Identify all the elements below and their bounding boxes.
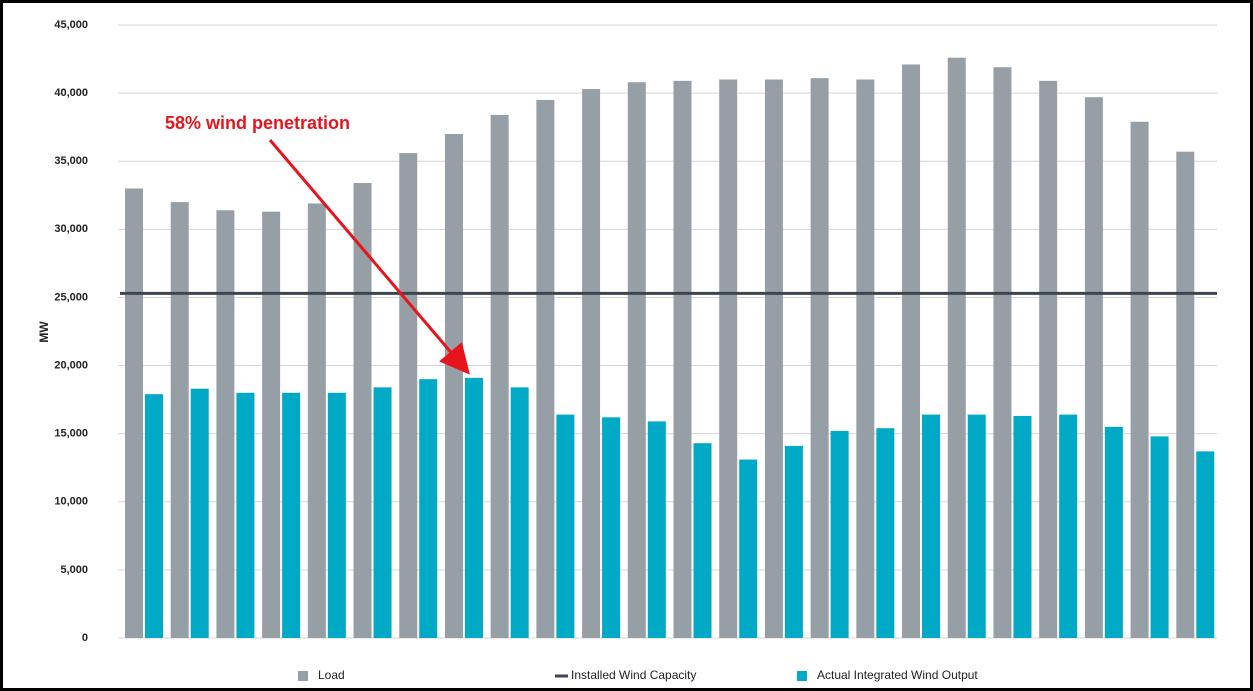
bar [830, 430, 849, 638]
bar [784, 445, 803, 638]
y-tick-label: 40,000 [54, 87, 88, 99]
bar [353, 183, 372, 639]
bar [1104, 426, 1123, 638]
bar [170, 202, 189, 639]
bar [922, 414, 941, 638]
bar [810, 78, 829, 639]
bar [1013, 415, 1032, 638]
bar [556, 414, 575, 638]
bar [876, 428, 895, 638]
y-tick-label: 20,000 [54, 359, 88, 371]
y-tick-label: 15,000 [54, 428, 88, 440]
bar [307, 203, 326, 638]
y-tick-label: 0 [82, 632, 88, 644]
legend-label: Installed Wind Capacity [571, 668, 696, 682]
bar [993, 67, 1012, 639]
bar [1150, 436, 1169, 638]
y-tick-label: 45,000 [54, 19, 88, 31]
bar [536, 99, 555, 638]
y-tick-label: 35,000 [54, 155, 88, 167]
bar [125, 188, 143, 638]
annotation-arrow [268, 139, 470, 375]
legend-label: Load [318, 668, 345, 682]
bar [1059, 414, 1078, 638]
bar [602, 417, 621, 638]
bar [627, 82, 646, 639]
y-tick-label: 5,000 [60, 564, 88, 576]
bar [764, 79, 783, 638]
legend-swatch [797, 671, 807, 681]
bar [856, 79, 875, 638]
bar [282, 392, 301, 638]
bar [673, 80, 692, 638]
bar [1084, 97, 1103, 639]
y-tick-label: 30,000 [54, 223, 88, 235]
legend-label: Actual Integrated Wind Output [817, 668, 978, 682]
bar [902, 64, 921, 638]
bar [510, 387, 529, 638]
bar [1130, 121, 1149, 639]
annotation: 58% wind penetration [165, 113, 350, 133]
bar [399, 153, 418, 638]
bar [947, 57, 966, 638]
bar [967, 414, 986, 638]
bar [1176, 151, 1195, 639]
legend-swatch [298, 671, 308, 681]
y-tick-label: 25,000 [54, 291, 88, 303]
bar [444, 133, 463, 638]
bar [739, 459, 758, 638]
y-axis-label: MW [37, 321, 51, 343]
y-tick-label: 10,000 [54, 496, 88, 508]
bar [262, 211, 281, 638]
bar [419, 379, 438, 638]
bar [582, 89, 601, 639]
bar [327, 392, 346, 638]
bar [145, 394, 163, 638]
bar [1196, 451, 1215, 638]
bar [693, 443, 712, 638]
bar [1039, 80, 1058, 638]
bar [236, 392, 255, 638]
bar [464, 377, 483, 638]
bar [719, 79, 738, 638]
bar [647, 421, 666, 638]
bar [490, 114, 509, 638]
bar [216, 210, 235, 639]
bar [190, 388, 209, 638]
bar [373, 387, 392, 638]
